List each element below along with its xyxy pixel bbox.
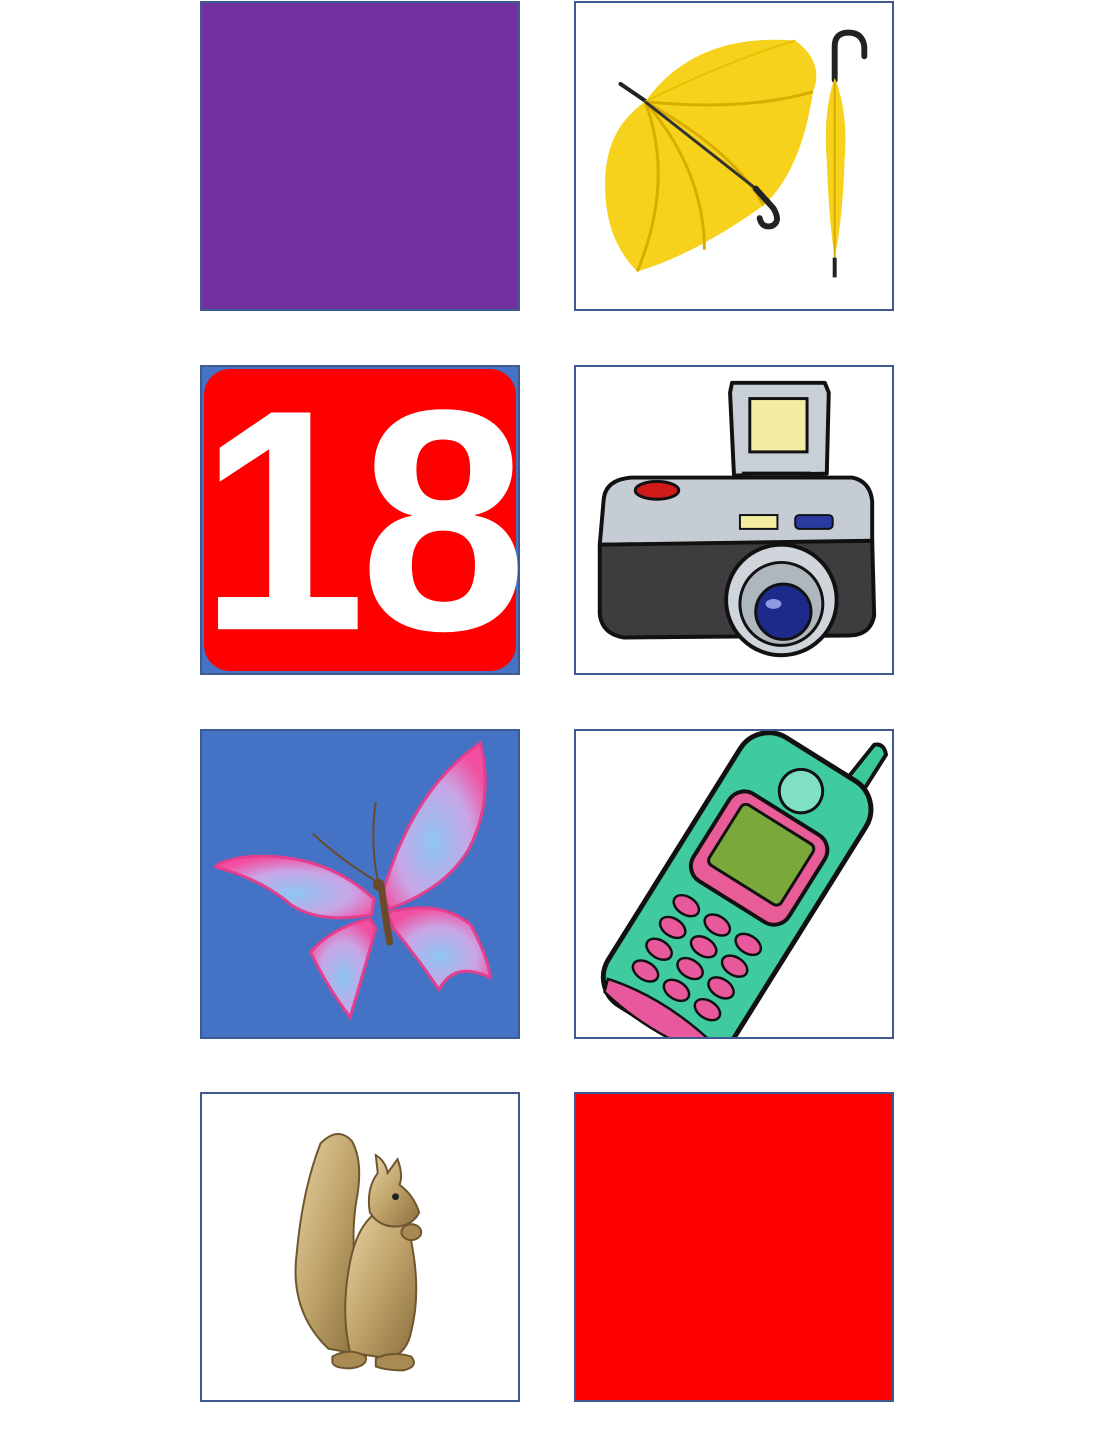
squirrel-card[interactable] <box>200 1092 520 1402</box>
umbrella-icon <box>605 29 868 278</box>
camera-card[interactable] <box>574 365 894 675</box>
butterfly-icon <box>214 740 493 1021</box>
squirrel-icon <box>294 1132 423 1372</box>
number-card[interactable]: 18 <box>200 365 520 675</box>
camera-icon <box>597 380 877 658</box>
number-tile: 18 <box>202 367 518 673</box>
number-value: 18 <box>200 365 520 675</box>
butterfly-card[interactable] <box>200 729 520 1039</box>
umbrella-card[interactable] <box>574 1 894 311</box>
purple-color-card[interactable] <box>200 1 520 311</box>
mobile-phone-icon <box>600 731 888 1037</box>
red-color-card[interactable] <box>574 1092 894 1402</box>
mobile-phone-card[interactable] <box>574 729 894 1039</box>
